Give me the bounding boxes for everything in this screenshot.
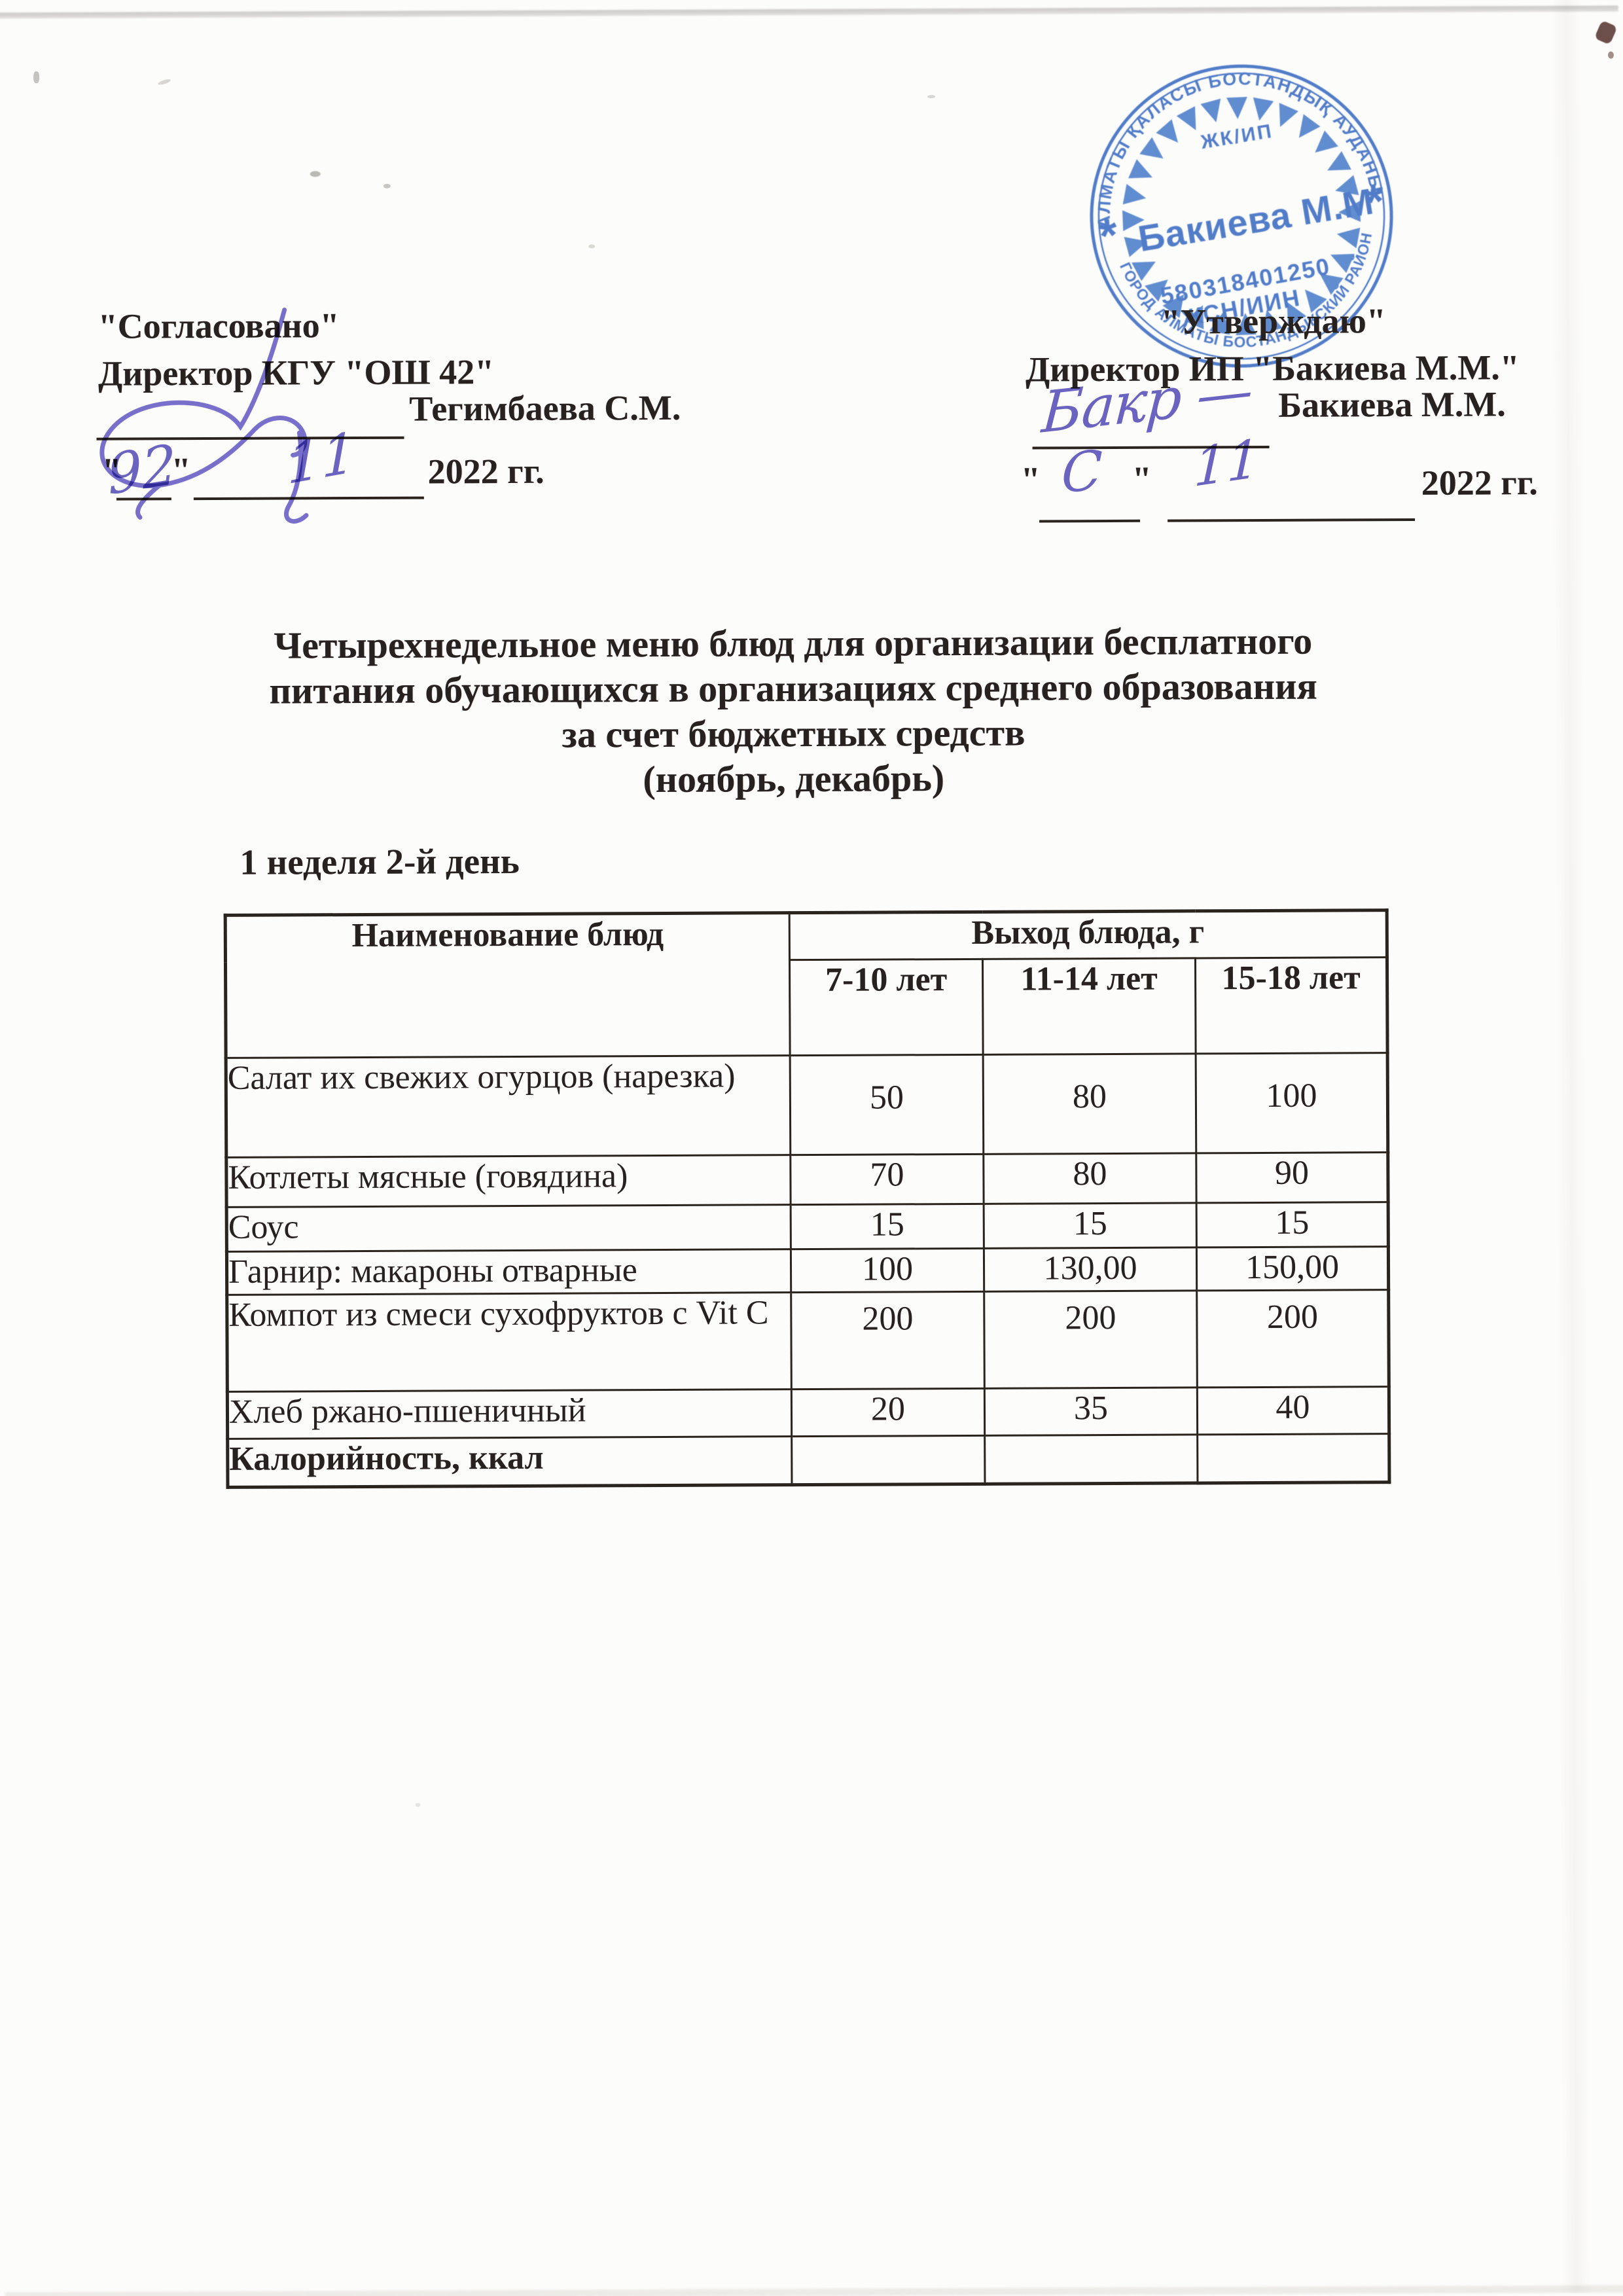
stamp-owner-name: Бакиева М.М	[1135, 181, 1377, 259]
value-cell: 200	[791, 1291, 985, 1390]
age-column-header: 7-10 лет	[789, 959, 984, 1056]
value-cell: 50	[790, 1054, 984, 1155]
table-row: Салат их свежих огурцов (нарезка) 50 80 …	[226, 1052, 1388, 1158]
signature-left	[99, 308, 309, 524]
stamp-second-ring	[1097, 72, 1385, 360]
value-cell: 100	[1196, 1052, 1388, 1153]
dish-name-cell: Гарнир: макароны отварные	[226, 1249, 791, 1295]
dish-name-cell: Калорийность, ккал	[227, 1436, 792, 1488]
value-cell: 200	[984, 1290, 1198, 1389]
scan-speck	[310, 171, 321, 177]
dish-name-cell: Котлеты мясные (говядина)	[226, 1155, 791, 1208]
value-cell	[984, 1434, 1198, 1484]
value-cell: 15	[791, 1204, 984, 1249]
value-cell: 20	[791, 1388, 985, 1437]
table-row: Котлеты мясные (говядина) 70 80 90	[226, 1152, 1389, 1208]
value-cell: 100	[791, 1248, 984, 1293]
value-cell: 150,00	[1196, 1246, 1389, 1291]
value-cell: 40	[1197, 1386, 1389, 1435]
title-line-3: за счет бюджетных средств	[562, 711, 1026, 756]
scan-edge-shadow-top	[0, 5, 1618, 19]
value-cell: 35	[984, 1387, 1198, 1436]
stamp-org-type: ЖК/ИП	[1199, 120, 1275, 154]
value-cell: 70	[790, 1154, 984, 1205]
stamp-outer-ring	[1090, 64, 1393, 368]
value-cell: 80	[983, 1053, 1196, 1155]
dish-name-cell: Хлеб ржано-пшеничный	[227, 1389, 792, 1439]
stamp-star-left-icon: *	[1096, 208, 1121, 262]
scan-speck	[415, 1803, 421, 1807]
scan-speck	[1594, 20, 1618, 45]
scan-speck	[157, 78, 171, 86]
dish-name-cell: Компот из смеси сухофруктов с Vit C	[226, 1292, 792, 1392]
value-cell: 90	[1196, 1152, 1389, 1203]
approval-right-signatory: Бакиева М.М.	[1278, 384, 1506, 425]
table-row: Гарнир: макароны отварные 100 130,00 150…	[226, 1246, 1389, 1295]
age-column-header: 11-14 лет	[982, 958, 1196, 1055]
scan-speck	[927, 95, 936, 99]
scan-edge-shadow-bottom	[5, 2285, 1623, 2296]
menu-table: Наименование блюд Выход блюда, г 7-10 ле…	[223, 908, 1391, 1489]
title-line-1: Четырехнедельное меню блюд для организац…	[274, 619, 1313, 667]
table-row: Калорийность, ккал	[227, 1433, 1389, 1488]
value-cell	[1197, 1433, 1389, 1483]
dish-name-cell: Салат их свежих огурцов (нарезка)	[226, 1055, 791, 1158]
scan-speck	[1607, 51, 1614, 59]
table-row: Компот из смеси сухофруктов с Vit C 200 …	[226, 1289, 1389, 1392]
age-column-header: 15-18 лет	[1195, 957, 1388, 1054]
document-title: Четырехнедельное меню блюд для организац…	[253, 619, 1334, 804]
table-row: Соус 15 15 15	[226, 1202, 1389, 1252]
handwritten-month-right: 11	[1192, 427, 1261, 499]
title-line-4: (ноябрь, декабрь)	[643, 757, 945, 801]
scan-speck	[33, 71, 40, 84]
date-quote-close-right: "	[1132, 459, 1152, 499]
scan-speck	[383, 183, 391, 188]
date-year-right: 2022 гг.	[1421, 463, 1538, 503]
dish-name-column-header: Наименование блюд	[225, 912, 791, 1058]
table-header-row-1: Наименование блюд Выход блюда, г	[225, 910, 1387, 1058]
value-cell	[791, 1435, 985, 1485]
value-cell: 130,00	[984, 1247, 1197, 1292]
scan-streak	[1551, 0, 1592, 2293]
portion-group-header: Выход блюда, г	[789, 910, 1387, 960]
value-cell: 15	[984, 1202, 1197, 1249]
table-row: Хлеб ржано-пшеничный 20 35 40	[227, 1386, 1389, 1439]
value-cell: 80	[983, 1153, 1197, 1204]
scan-speck	[588, 244, 596, 249]
handwritten-day-right: С	[1060, 439, 1103, 507]
title-line-2: питания обучающихся в организациях средн…	[269, 664, 1317, 712]
official-round-stamp: АЛМАТЫ ҚАЛАСЫ БОСТАНДЫҚ АУДАНЫ ГОРОД АЛМ…	[1077, 51, 1393, 368]
value-cell: 15	[1196, 1202, 1389, 1247]
value-cell: 200	[1196, 1289, 1389, 1388]
dish-name-cell: Соус	[226, 1204, 791, 1252]
week-day-subtitle: 1 неделя 2-й день	[240, 840, 520, 882]
approval-right-title: "Утверждаю"	[1160, 301, 1386, 342]
date-quote-open-right: "	[1020, 459, 1041, 499]
